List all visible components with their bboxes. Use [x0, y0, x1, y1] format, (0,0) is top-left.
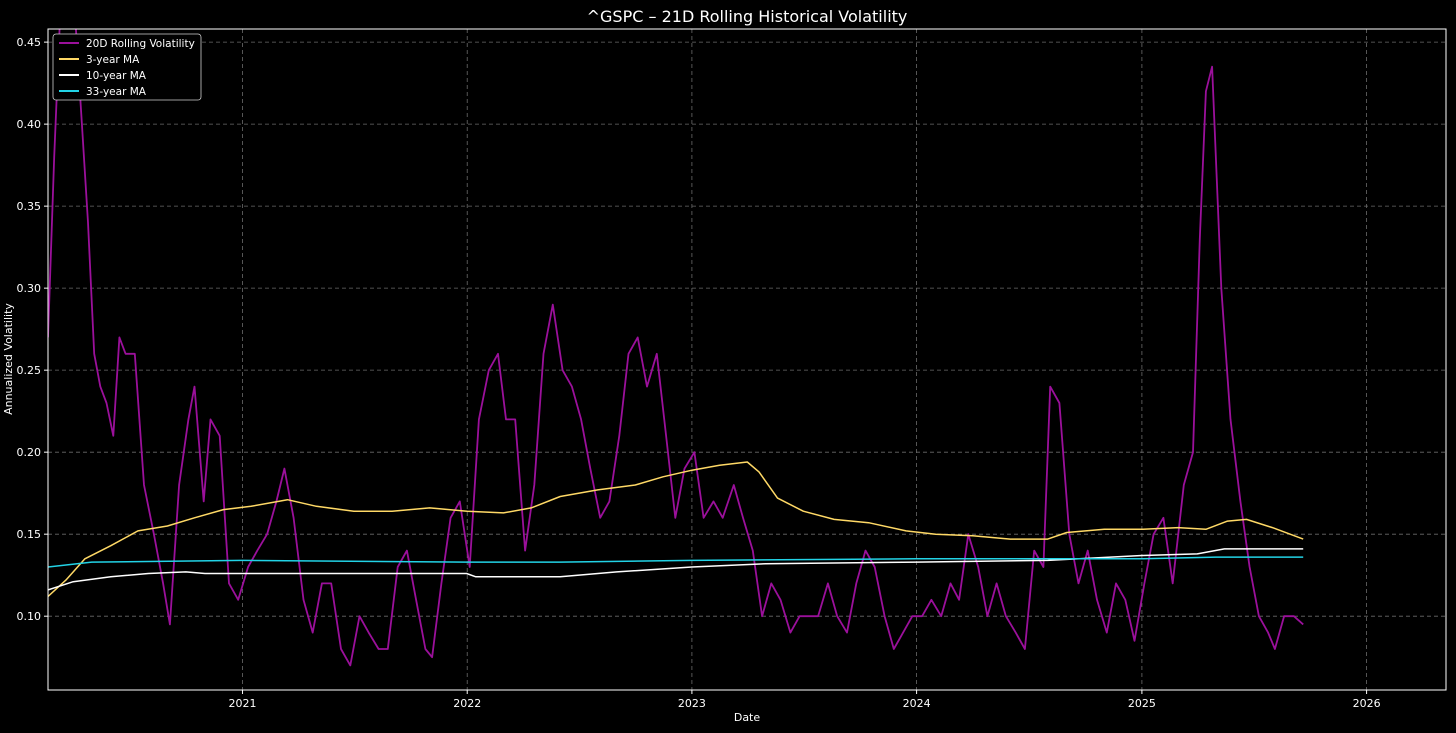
grid-lines	[48, 29, 1446, 690]
x-axis: 2021 2022 2023 2024 2025 2026	[229, 690, 1381, 710]
plot-frame	[47, 28, 1447, 691]
series-line-2	[48, 461, 1304, 598]
legend-box	[52, 33, 202, 101]
x-tick-label: 2025	[1128, 697, 1156, 710]
x-tick-label: 2021	[229, 697, 257, 710]
y-axis: 0.10 0.15 0.20 0.25 0.30 0.35 0.40 0.45	[17, 36, 48, 623]
y-tick-label: 0.10	[17, 610, 42, 623]
legend-label: 33-year MA	[86, 86, 147, 98]
legend-label: 3-year MA	[86, 54, 140, 66]
chart-title: ^GSPC – 21D Rolling Historical Volatilit…	[587, 7, 908, 26]
legend-label: 10-year MA	[86, 70, 147, 82]
y-tick-label: 0.35	[17, 200, 42, 213]
legend: 20D Rolling Volatility 3-year MA 10-year M…	[52, 33, 202, 101]
series-line-3	[48, 548, 1304, 591]
x-tick-label: 2024	[903, 697, 931, 710]
series-line-1	[48, 29, 1304, 667]
y-tick-label: 0.30	[17, 282, 42, 295]
y-tick-label: 0.25	[17, 364, 42, 377]
series-layer	[48, 29, 1304, 667]
series-line-4	[48, 556, 1304, 568]
x-tick-label: 2026	[1353, 697, 1381, 710]
y-tick-label: 0.15	[17, 528, 42, 541]
x-tick-label: 2023	[678, 697, 706, 710]
legend-label: 20D Rolling Volatility	[86, 38, 195, 50]
y-tick-label: 0.40	[17, 118, 42, 131]
x-axis-label: Date	[734, 711, 761, 724]
y-tick-label: 0.20	[17, 446, 42, 459]
x-tick-label: 2022	[453, 697, 481, 710]
y-tick-label: 0.45	[17, 36, 42, 49]
y-axis-label: Annualized Volatility	[2, 303, 15, 415]
